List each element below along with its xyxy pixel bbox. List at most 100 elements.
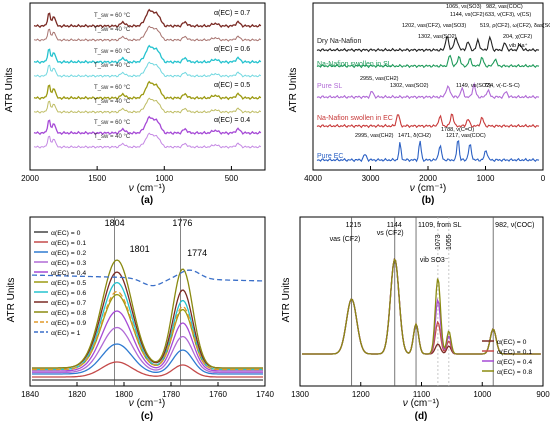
series-line-a-1-60 (33, 44, 262, 65)
series-label-a-3: α(EC) = 0.4 (214, 117, 250, 124)
plot-frame-a (29, 2, 266, 171)
temp-label-a-3-40: T_sw = 40 °C (94, 134, 131, 140)
x-tick-label-a-0: 2000 (21, 174, 39, 183)
temp-label-a-1-40: T_sw = 40 °C (94, 63, 131, 69)
annotation-d-6: vib SO3⁻ (420, 257, 449, 264)
temp-label-a-2-40: T_sw = 40 °C (94, 99, 131, 105)
annotation-b-15: 1471, δ(CH2) (398, 133, 431, 139)
series-line-b-2 (316, 81, 540, 100)
plot-frame-c (29, 216, 266, 387)
annotation-d-8: 1055 (446, 234, 453, 250)
temp-label-a-2-60: T_sw = 60 °C (94, 85, 131, 91)
annotation-b-6: 1302, νas(SO2) (418, 34, 457, 40)
x-tick-label-d-1: 1200 (352, 390, 370, 399)
temp-label-a-3-60: T_sw = 60 °C (94, 120, 131, 126)
annotation-b-9: 2955, νas(CH2) (360, 76, 399, 82)
annotation-b-10: 1302, νas(SO2) (390, 83, 429, 89)
annotation-b-0: 1065, νs(SO3) (446, 4, 482, 10)
annotation-d-5: 982, ν(COC) (495, 222, 534, 229)
annotation-d-3: νs (CF2) (377, 230, 404, 237)
series-line-c-2 (32, 343, 263, 375)
series-line-a-0-60 (33, 8, 262, 29)
legend-label-d-0: α(EC) = 0 (497, 339, 527, 346)
x-axis-unit-c: (cm⁻¹) (137, 398, 166, 409)
annotation-d-0: 1215 (346, 222, 362, 229)
legend-label-c-5: α(EC) = 0.5 (51, 280, 86, 287)
x-axis-unit-b: (cm⁻¹) (418, 183, 447, 194)
x-tick-label-b-0: 4000 (304, 174, 322, 183)
legend-label-c-3: α(EC) = 0.3 (51, 260, 86, 267)
temp-label-a-0-60: T_sw = 60 °C (94, 13, 131, 19)
series-label-a-0: α(EC) = 0.7 (214, 10, 250, 17)
annotation-b-2: 1144, νs(CF2) (450, 12, 485, 18)
x-axis-unit-d: (cm⁻¹) (411, 398, 440, 409)
series-line-a-2-40 (33, 97, 262, 114)
legend-label-c-2: α(EC) = 0.2 (51, 250, 86, 257)
series-line-c-8 (32, 259, 263, 369)
x-tick-label-b-4: 0 (541, 174, 546, 183)
series-label-b-0: Dry Na-Nafion (317, 38, 361, 45)
peak-label-c-3: 1774 (187, 248, 207, 258)
series-line-a-2-60 (33, 80, 262, 101)
x-axis-symbol-b: ν (410, 183, 418, 194)
x-tick-label-a-1: 1500 (88, 174, 106, 183)
x-tick-label-c-0: 1840 (21, 390, 39, 399)
legend-label-c-8: α(EC) = 0.8 (51, 310, 86, 317)
annotation-b-12: 734, ν(-C-S-C) (484, 83, 520, 89)
y-axis-label-b: ATR Units (288, 68, 299, 113)
x-tick-label-b-3: 1000 (477, 174, 495, 183)
series-line-c-9 (32, 290, 263, 371)
series-line-b-4 (316, 140, 540, 163)
series-line-c-4 (32, 310, 263, 372)
temp-label-a-1-60: T_sw = 60 °C (94, 49, 131, 55)
x-tick-label-d-4: 900 (536, 390, 550, 399)
series-line-c-10 (32, 269, 263, 287)
peak-label-c-1: 1776 (172, 218, 192, 228)
x-tick-label-a-2: 1000 (155, 174, 173, 183)
series-line-c-1 (32, 361, 263, 378)
annotation-b-7: 204, χ(CF2) (503, 34, 532, 40)
x-axis-symbol-c: ν (129, 398, 137, 409)
legend-label-d-3: α(EC) = 0.8 (497, 369, 532, 376)
x-tick-label-d-3: 1000 (473, 390, 491, 399)
temp-label-a-0-40: T_sw = 40 °C (94, 27, 131, 33)
series-line-a-1-40 (33, 61, 262, 78)
annotation-b-3: 633, ν(CF3), ν(CS) (485, 12, 531, 18)
legend-label-c-9: α(EC) = 0.9 (51, 320, 86, 327)
x-axis-symbol-d: ν (403, 398, 411, 409)
x-axis-label-c: ν (cm⁻¹) (129, 398, 165, 409)
x-tick-label-d-2: 1100 (413, 390, 431, 399)
series-label-a-2: α(EC) = 0.5 (214, 82, 250, 89)
legend-label-c-1: α(EC) = 0.1 (51, 240, 86, 247)
series-label-b-3: Na-Nafion swollen in EC (317, 115, 393, 122)
x-tick-label-c-3: 1780 (162, 390, 180, 399)
x-tick-label-c-2: 1800 (115, 390, 133, 399)
x-tick-label-d-0: 1300 (291, 390, 309, 399)
peak-label-c-2: 1801 (130, 244, 150, 254)
peak-label-c-0: 1804 (105, 218, 125, 228)
x-tick-label-b-2: 2000 (419, 174, 437, 183)
series-label-b-1: Na-Nafion swollen in SL (317, 61, 392, 68)
annotation-b-11: 1149, νs(SO2) (456, 83, 491, 89)
panel-d: ATR Units 1300 1200 1100 1000 900 ν (cm⁻¹) (d) 1… (281, 216, 550, 422)
series-line-b-3 (316, 113, 540, 129)
panel-label-c: (c) (141, 411, 153, 422)
annotation-b-13: 1788, ν(C=O) (441, 127, 474, 133)
legend-label-d-2: α(EC) = 0.4 (497, 359, 532, 366)
annotation-b-16: 1217, νas(COC) (446, 133, 486, 139)
x-tick-label-a-3: 500 (225, 174, 239, 183)
panel-c: ATR Units 1840 1820 1800 1780 1760 1740 ν (cm⁻¹… (6, 216, 274, 422)
y-axis-label-a: ATR Units (4, 68, 15, 113)
annotation-b-8: vib Na⁺ (509, 42, 528, 49)
x-tick-label-c-4: 1760 (209, 390, 227, 399)
series-line-c-3 (32, 326, 263, 374)
annotation-b-1: 982, νas(COC) (486, 4, 523, 10)
panel-a: ATR Units 2000 1500 1000 500 ν (cm⁻¹)(a) T_sw … (4, 2, 266, 206)
x-axis-unit-a: (cm⁻¹) (137, 183, 166, 194)
legend-label-c-0: α(EC) = 0 (51, 230, 81, 237)
x-tick-label-b-1: 3000 (362, 174, 380, 183)
panel-label-d: (d) (415, 411, 428, 422)
annotation-d-1: νas (CF2) (330, 236, 361, 243)
series-line-a-3-60 (33, 115, 262, 136)
